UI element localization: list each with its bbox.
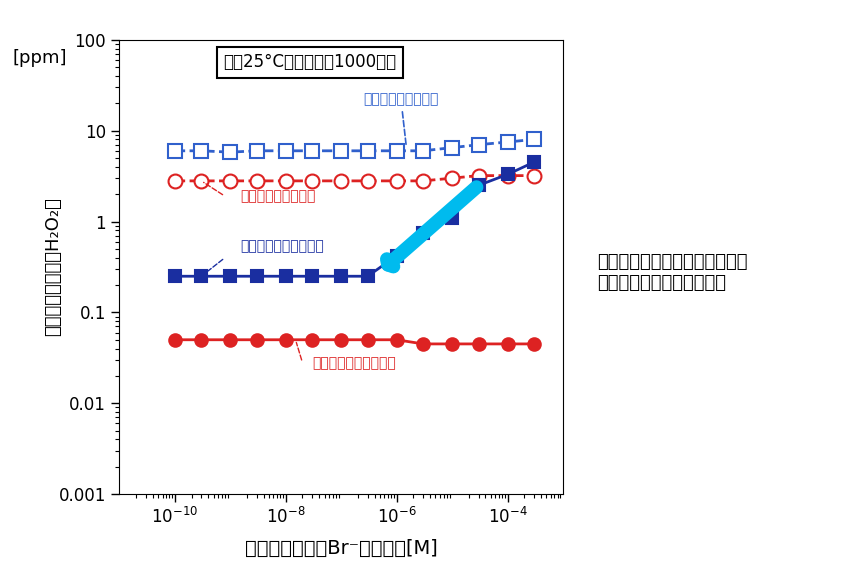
Text: 低線量率、窒素パージ: 低線量率、窒素パージ — [312, 356, 395, 370]
Text: 過酸化水素濃度（H₂O₂）: 過酸化水素濃度（H₂O₂） — [43, 198, 62, 336]
Text: 臭化物イオン濃度の低下に伴い
過酸化水素の濃度も下がる: 臭化物イオン濃度の低下に伴い 過酸化水素の濃度も下がる — [596, 253, 746, 292]
Text: 高線量率、窒素パージ: 高線量率、窒素パージ — [239, 240, 324, 253]
Text: 低線量率、大気飽和: 低線量率、大気飽和 — [239, 190, 315, 203]
Text: [ppm]: [ppm] — [12, 49, 66, 67]
Text: 高線量率、大気飽和: 高線量率、大気飽和 — [363, 92, 438, 145]
Text: 温度25°C、照射時間1000時間: 温度25°C、照射時間1000時間 — [223, 53, 396, 72]
X-axis label: 臭化物イオン（Br⁻）濃度　[M]: 臭化物イオン（Br⁻）濃度 [M] — [245, 538, 437, 558]
